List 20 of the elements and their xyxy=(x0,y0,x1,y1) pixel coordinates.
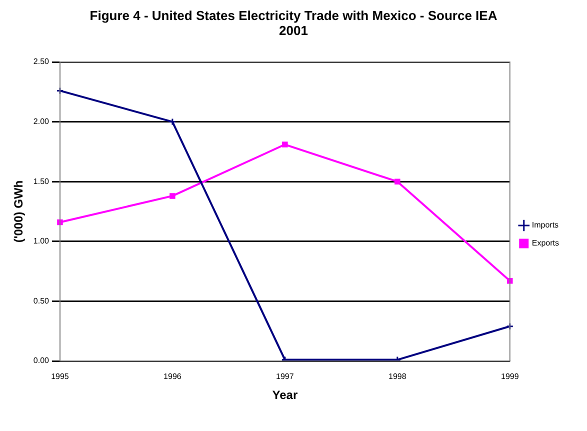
x-tick-label: 1999 xyxy=(500,372,520,382)
x-tick-label: 1997 xyxy=(276,372,294,382)
point xyxy=(168,118,176,126)
y-axis-title: ('000) GWh xyxy=(12,180,26,243)
x-tick-label: 1998 xyxy=(388,372,407,382)
point xyxy=(282,142,288,148)
point xyxy=(170,193,176,199)
chart-title: Figure 4 - United States Electricity Trade with Mexico - Source IEA 2001 xyxy=(88,8,498,38)
y-tick-label: 0.50 xyxy=(33,296,50,306)
y-tick-label: 0.00 xyxy=(33,356,50,366)
x-tick-label: 1996 xyxy=(164,372,182,382)
y-tick-label: 1.00 xyxy=(33,236,50,246)
legend-label: Exports xyxy=(532,238,560,248)
legend-label: Imports xyxy=(532,220,559,230)
y-tick-label: 2.00 xyxy=(33,117,50,126)
y-tick-label: 1.50 xyxy=(33,176,50,186)
x-tick-label: 1995 xyxy=(51,372,70,382)
point xyxy=(394,178,400,184)
x-axis-title: Year xyxy=(272,388,298,402)
y-tick-label: 2.50 xyxy=(33,57,50,66)
